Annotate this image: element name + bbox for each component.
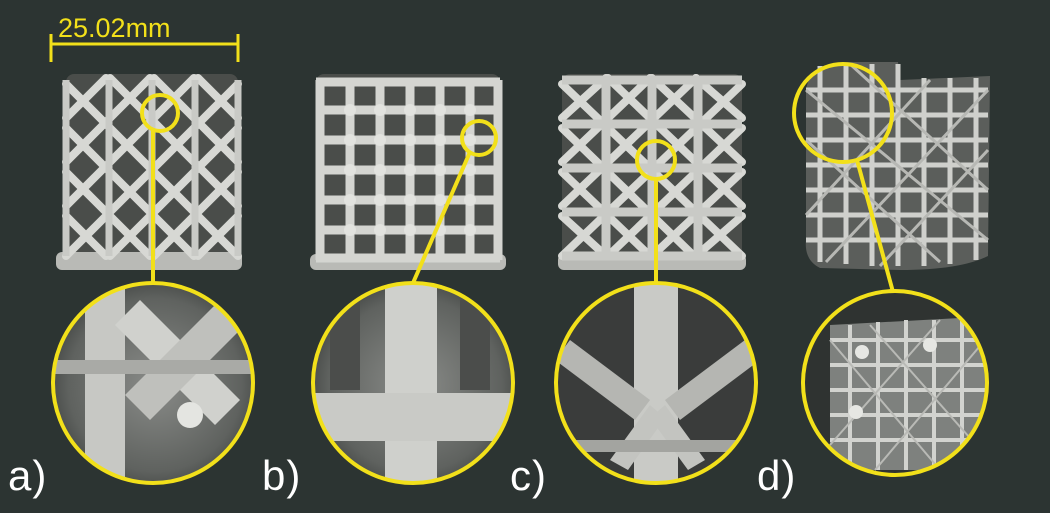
panel-label-d: d): [757, 452, 797, 499]
scale-bar-label: 25.02mm: [58, 13, 171, 43]
sample-c: [558, 74, 746, 270]
scale-bar: [49, 34, 240, 62]
panel-label-a: a): [8, 452, 48, 499]
sample-b: [310, 74, 506, 270]
zoom-view-b: [313, 283, 513, 483]
callout-a: [51, 93, 255, 485]
callout-d: [792, 62, 989, 477]
panel-label-b: b): [262, 452, 302, 499]
callout-c: [554, 139, 758, 485]
sample-d: [804, 62, 990, 270]
zoom-view-c: [556, 283, 756, 483]
callout-b: [311, 119, 515, 485]
sample-a: [56, 74, 242, 270]
zoom-view-a: [53, 283, 253, 483]
zoom-view-d: [803, 291, 987, 475]
panel-label-c: c): [510, 452, 547, 499]
